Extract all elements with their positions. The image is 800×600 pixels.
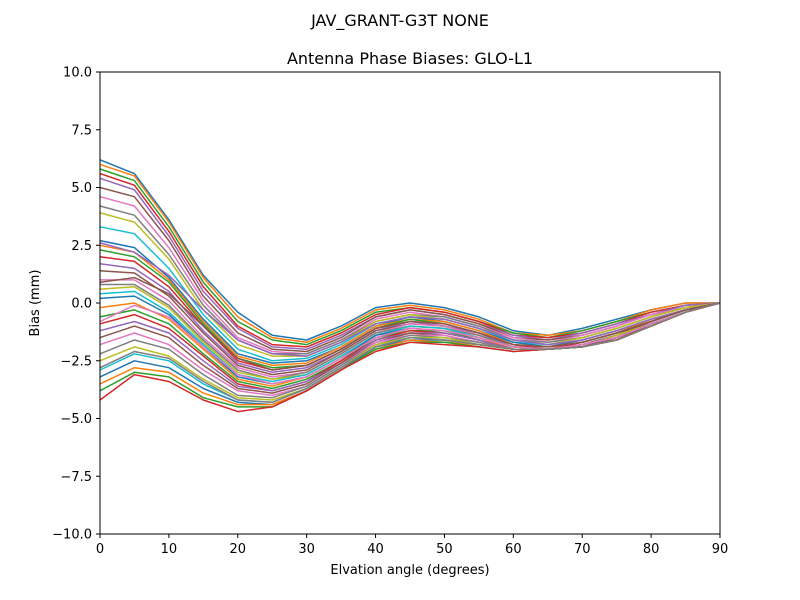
x-tick-label: 20 [230, 542, 247, 557]
series-line-38 [99, 302, 721, 404]
series-line-1 [99, 159, 720, 341]
y-tick-label: 2.5 [71, 239, 92, 254]
series-line-35 [99, 242, 721, 357]
series-line-36 [99, 276, 721, 371]
y-tick-label: −5.0 [60, 412, 92, 427]
y-tick-label: 0.0 [71, 297, 92, 312]
x-axis-label: Elvation angle (degrees) [330, 563, 489, 578]
x-tick-label: 40 [367, 542, 384, 557]
y-tick-label: −7.5 [60, 470, 92, 485]
chart-title: Antenna Phase Biases: GLO-L1 [287, 49, 533, 68]
y-tick-label: 7.5 [71, 123, 92, 138]
y-tick-label: 5.0 [71, 181, 92, 196]
chart-suptitle: JAV_GRANT-G3T NONE [310, 11, 489, 31]
series-line-7 [99, 195, 721, 355]
x-tick-label: 30 [298, 542, 315, 557]
plot-frame [99, 71, 721, 535]
y-tick-label: −10.0 [52, 528, 92, 543]
x-tick-label: 0 [96, 542, 104, 557]
axes-layer: 0 10 20 30 40 50 60 70 80 90 −10.0 −7.5 −5.0 −2.5 0.0 2… [52, 66, 728, 558]
x-tick-label: 90 [712, 542, 729, 557]
x-tick-label: 60 [505, 542, 522, 557]
x-tick-label: 70 [574, 542, 591, 557]
series-layer [99, 159, 721, 413]
x-tick-label: 80 [643, 542, 660, 557]
y-tick-label: 10.0 [63, 66, 92, 81]
y-axis-label: Bias (mm) [28, 270, 43, 337]
y-tick-label: −2.5 [60, 354, 92, 369]
x-tick-label: 10 [161, 542, 178, 557]
series-line-37 [99, 302, 721, 385]
x-tick-label: 50 [436, 542, 453, 557]
